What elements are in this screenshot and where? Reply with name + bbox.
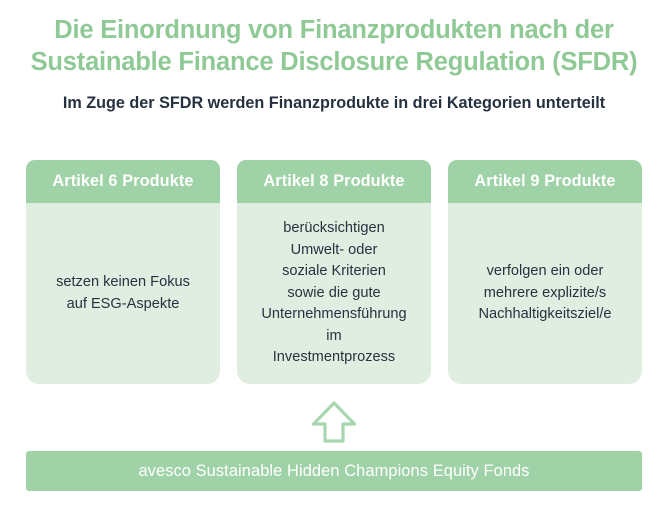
page-subtitle: Im Zuge der SFDR werden Finanzprodukte i…: [62, 94, 606, 112]
page-title: Die Einordnung von Finanzprodukten nach …: [14, 14, 654, 78]
category-header-article-8: Artikel 8 Produkte: [237, 160, 431, 203]
category-body-text: setzen keinen Fokus auf ESG-Aspekte: [56, 274, 190, 312]
fund-footer-bar: avesco Sustainable Hidden Champions Equi…: [26, 451, 642, 491]
category-body-article-9: verfolgen ein oder mehrere explizite/s N…: [448, 203, 642, 384]
arrow-up-outline-icon: [310, 400, 358, 444]
fund-footer-label: avesco Sustainable Hidden Champions Equi…: [138, 461, 530, 480]
category-column-article-6: Artikel 6 Produkte setzen keinen Fokus a…: [26, 160, 220, 384]
page-title-line-2: Sustainable Finance Disclosure Regulatio…: [30, 48, 638, 76]
page-title-line-1: Die Einordnung von Finanzprodukten nach …: [54, 16, 614, 44]
category-body-text: verfolgen ein oder mehrere explizite/s N…: [478, 263, 612, 323]
category-body-text: berücksichtigen Umwelt- oder soziale Kri…: [261, 220, 407, 366]
category-body-article-8: berücksichtigen Umwelt- oder soziale Kri…: [237, 203, 431, 384]
category-column-article-9: Artikel 9 Produkte verfolgen ein oder me…: [448, 160, 642, 384]
category-header-article-6: Artikel 6 Produkte: [26, 160, 220, 203]
category-header-article-9: Artikel 9 Produkte: [448, 160, 642, 203]
category-column-article-8: Artikel 8 Produkte berücksichtigen Umwel…: [237, 160, 431, 384]
category-body-article-6: setzen keinen Fokus auf ESG-Aspekte: [26, 203, 220, 384]
category-columns: Artikel 6 Produkte setzen keinen Fokus a…: [26, 160, 642, 384]
